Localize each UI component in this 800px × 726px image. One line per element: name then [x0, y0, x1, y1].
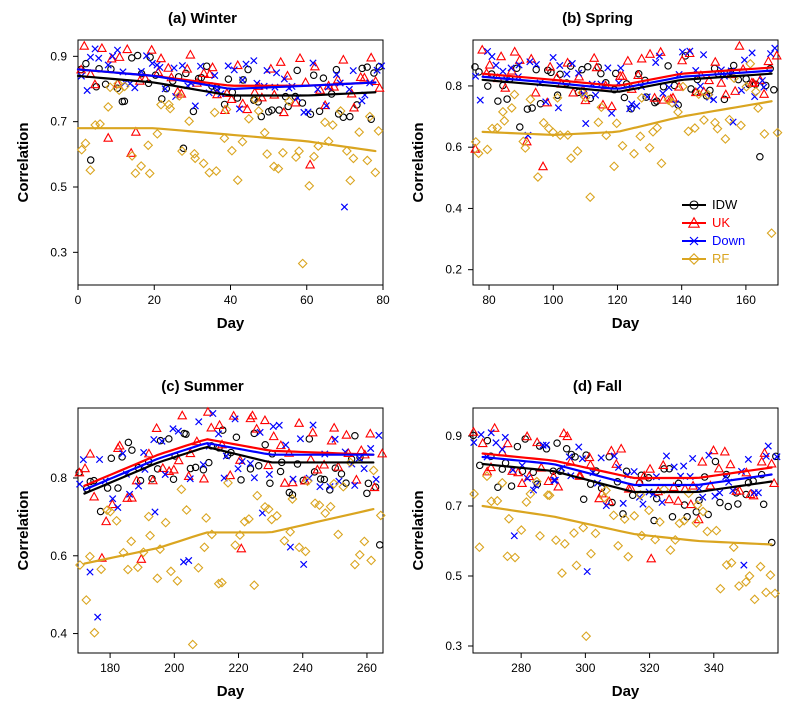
scatter-UK: [469, 424, 778, 562]
svg-text:UK: UK: [712, 215, 730, 230]
scatter-Down: [76, 410, 382, 620]
svg-text:0.5: 0.5: [50, 180, 67, 194]
svg-text:120: 120: [607, 293, 627, 307]
svg-text:260: 260: [357, 661, 377, 675]
panel-c-title: (c) Summer: [10, 378, 395, 395]
svg-text:IDW: IDW: [712, 197, 738, 212]
panel-c: (c) Summer 180 200 220 240 260 0.4 0.6 0.8 Day Co…: [10, 378, 395, 716]
panel-a-title: (a) Winter: [10, 10, 395, 27]
svg-text:0.6: 0.6: [50, 549, 67, 563]
panel-b: (b) Spring 80 100 120 140 160 0.2 0.4 0.6 0.8 Day…: [405, 10, 790, 348]
chart-b: 80 100 120 140 160 0.2 0.4 0.6 0.8 Day Correlation…: [405, 10, 790, 340]
scatter-RF: [78, 80, 383, 268]
svg-text:0.6: 0.6: [445, 140, 462, 154]
chart-d: 280 300 320 340 0.3 0.5 0.7 0.9 Day Correlation: [405, 378, 790, 708]
legend: IDW UK Down RF: [682, 197, 745, 266]
svg-text:Day: Day: [217, 683, 245, 700]
panel-d-title: (d) Fall: [405, 378, 790, 395]
svg-text:100: 100: [543, 293, 563, 307]
svg-text:180: 180: [100, 661, 120, 675]
svg-text:0.4: 0.4: [50, 627, 67, 641]
svg-text:280: 280: [511, 661, 531, 675]
svg-text:0.7: 0.7: [445, 499, 462, 513]
svg-text:80: 80: [376, 293, 390, 307]
svg-text:300: 300: [575, 661, 595, 675]
svg-text:20: 20: [148, 293, 162, 307]
svg-text:Down: Down: [712, 233, 745, 248]
svg-text:320: 320: [640, 661, 660, 675]
svg-text:Day: Day: [612, 683, 640, 700]
svg-text:80: 80: [482, 293, 496, 307]
svg-text:Day: Day: [612, 315, 640, 332]
svg-text:Correlation: Correlation: [410, 122, 427, 202]
svg-text:220: 220: [229, 661, 249, 675]
svg-text:0.3: 0.3: [50, 245, 67, 259]
svg-text:0: 0: [75, 293, 82, 307]
scatter-RF: [76, 458, 385, 648]
svg-text:0.7: 0.7: [50, 115, 67, 129]
svg-text:Day: Day: [217, 315, 245, 332]
svg-text:0.8: 0.8: [50, 471, 67, 485]
svg-text:Correlation: Correlation: [15, 490, 32, 570]
svg-text:Correlation: Correlation: [410, 490, 427, 570]
panel-b-title: (b) Spring: [405, 10, 790, 27]
chart-c: 180 200 220 240 260 0.4 0.6 0.8 Day Correlation: [10, 378, 395, 708]
svg-text:140: 140: [672, 293, 692, 307]
scatter-UK: [471, 42, 781, 170]
svg-text:160: 160: [736, 293, 756, 307]
svg-text:0.4: 0.4: [445, 201, 462, 215]
svg-text:240: 240: [293, 661, 313, 675]
svg-text:0.2: 0.2: [445, 263, 462, 277]
svg-text:Correlation: Correlation: [15, 122, 32, 202]
scatter-UK: [75, 408, 386, 563]
scatter-RF: [470, 472, 779, 640]
svg-text:0.8: 0.8: [445, 79, 462, 93]
svg-text:RF: RF: [712, 251, 729, 266]
svg-text:0.5: 0.5: [445, 569, 462, 583]
svg-text:340: 340: [704, 661, 724, 675]
svg-text:60: 60: [300, 293, 314, 307]
svg-text:40: 40: [224, 293, 238, 307]
svg-text:0.3: 0.3: [445, 639, 462, 653]
chart-a: 0 20 40 60 80 0.3 0.5 0.7 0.9 Day Correlation: [10, 10, 395, 340]
svg-text:0.9: 0.9: [445, 429, 462, 443]
panel-d: (d) Fall 280 300 320 340 0.3 0.5 0.7 0.9 Day Corr…: [405, 378, 790, 716]
svg-text:200: 200: [164, 661, 184, 675]
svg-text:0.9: 0.9: [50, 49, 67, 63]
panel-a: (a) Winter 0 20 40 60 80 0.3 0.5 0.7 0.9 Day Corre…: [10, 10, 395, 348]
panel-grid: (a) Winter 0 20 40 60 80 0.3 0.5 0.7 0.9 Day Corre…: [0, 0, 800, 726]
